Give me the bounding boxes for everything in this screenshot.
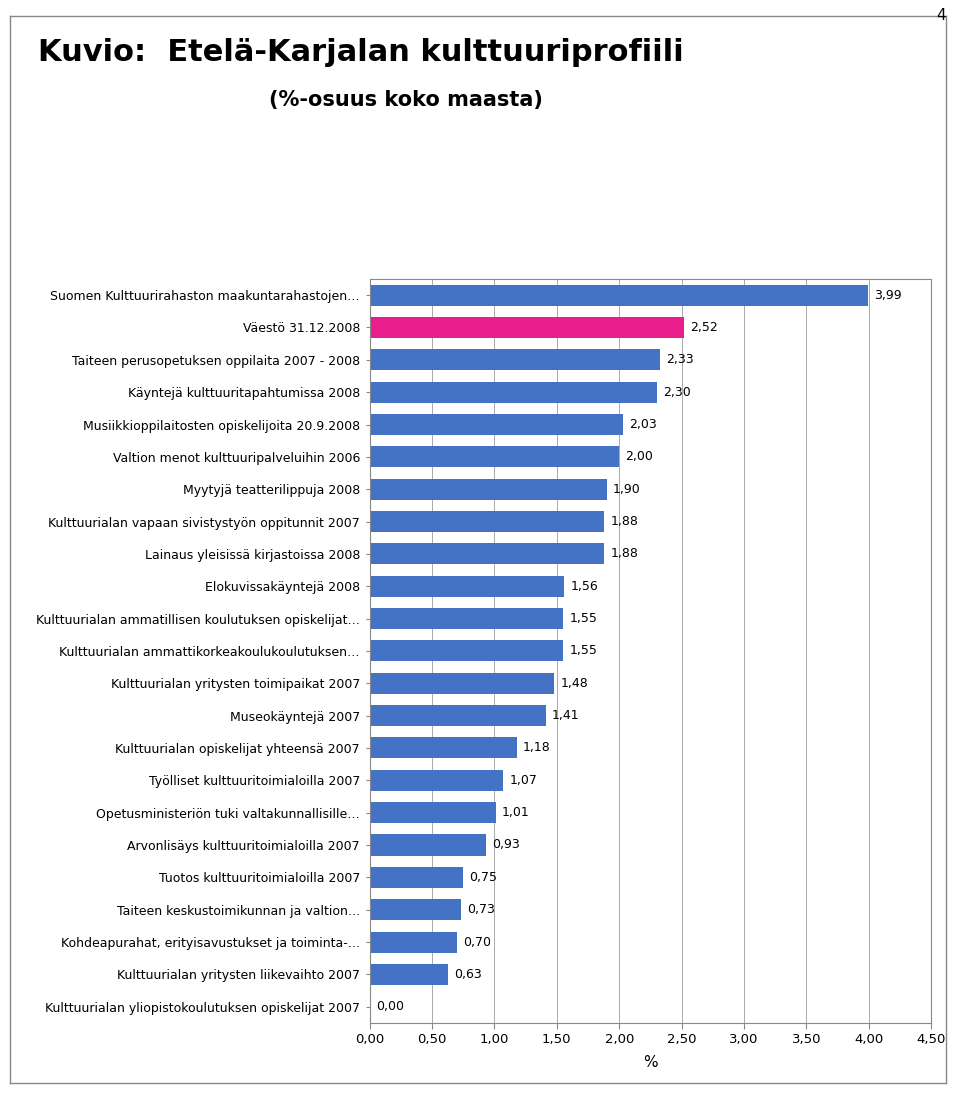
Bar — [370, 673, 554, 694]
Bar — [370, 575, 564, 596]
Bar — [370, 511, 604, 532]
Bar — [370, 446, 619, 467]
Text: 2,03: 2,03 — [629, 418, 657, 431]
Bar — [370, 479, 607, 500]
Text: (%-osuus koko maasta): (%-osuus koko maasta) — [269, 90, 542, 109]
Text: 0,70: 0,70 — [463, 935, 492, 948]
Bar — [370, 706, 545, 726]
Text: 1,88: 1,88 — [611, 547, 638, 560]
X-axis label: %: % — [643, 1055, 658, 1070]
Text: 4: 4 — [936, 8, 946, 23]
Bar — [370, 640, 563, 662]
Bar — [370, 544, 604, 565]
Text: 0,93: 0,93 — [492, 838, 519, 851]
Text: 1,90: 1,90 — [612, 482, 640, 496]
Bar — [370, 964, 448, 985]
Text: 2,30: 2,30 — [662, 386, 690, 398]
Bar — [370, 382, 657, 403]
Text: 2,33: 2,33 — [666, 353, 694, 366]
Text: 1,48: 1,48 — [561, 677, 588, 690]
Bar — [370, 608, 563, 629]
Bar — [370, 737, 516, 758]
Bar — [370, 931, 457, 953]
Bar — [370, 284, 868, 305]
Text: 1,55: 1,55 — [569, 612, 597, 625]
Bar — [370, 317, 684, 338]
Text: 1,07: 1,07 — [510, 773, 538, 787]
Text: 3,99: 3,99 — [874, 289, 901, 302]
Bar — [370, 899, 461, 920]
Text: 1,56: 1,56 — [570, 580, 598, 593]
Text: 0,63: 0,63 — [454, 968, 482, 981]
Bar — [370, 349, 660, 371]
Text: 0,75: 0,75 — [469, 871, 497, 884]
Text: 0,73: 0,73 — [467, 904, 494, 916]
Text: 1,41: 1,41 — [552, 709, 580, 722]
Text: 1,01: 1,01 — [502, 806, 530, 819]
Text: Kuvio:  Etelä-Karjalan kulttuuriprofiili: Kuvio: Etelä-Karjalan kulttuuriprofiili — [38, 38, 684, 68]
Bar — [370, 802, 495, 823]
Bar — [370, 414, 623, 435]
Text: 1,18: 1,18 — [523, 742, 551, 755]
Bar — [370, 835, 486, 856]
Text: 0,00: 0,00 — [376, 1000, 404, 1013]
Text: 1,88: 1,88 — [611, 515, 638, 528]
Text: 2,52: 2,52 — [690, 321, 718, 334]
Bar — [370, 866, 463, 888]
Text: 2,00: 2,00 — [626, 451, 654, 464]
Text: 1,55: 1,55 — [569, 644, 597, 657]
Bar — [370, 770, 503, 791]
